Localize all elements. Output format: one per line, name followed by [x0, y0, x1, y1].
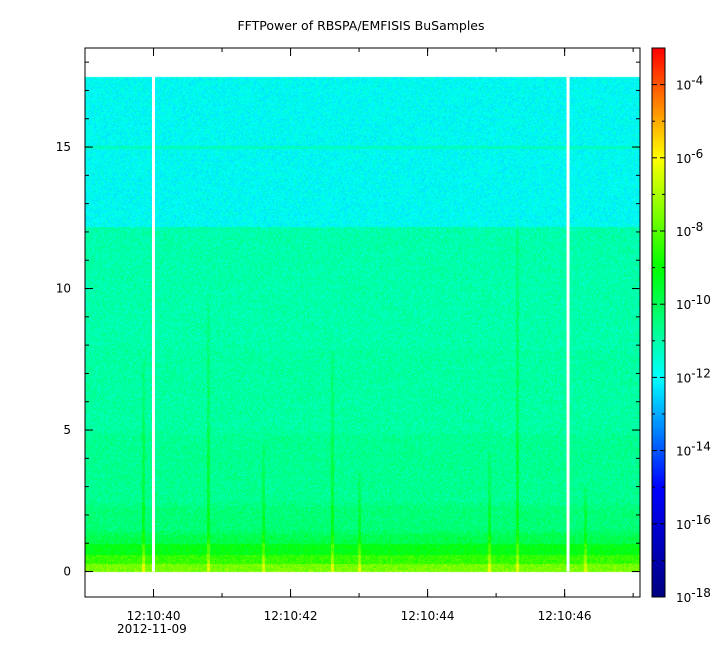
colorbar-tick-label: 10-6 [676, 147, 703, 166]
colorbar-tick-exponent: -16 [691, 513, 711, 527]
colorbar-tick-base: 10 [676, 445, 691, 459]
colorbar-tick-base: 10 [676, 591, 691, 605]
colorbar-tick-label: 10-18 [676, 586, 711, 605]
y-tick-label: 10 [56, 282, 71, 296]
colorbar-tick-exponent: -18 [691, 586, 711, 600]
colorbar-tick-exponent: -8 [691, 220, 703, 234]
colorbar-tick-label: 10-8 [676, 220, 703, 239]
colorbar-tick-base: 10 [676, 225, 691, 239]
plot-area [84, 47, 641, 598]
colorbar-tick-exponent: -14 [691, 440, 711, 454]
colorbar-tick-exponent: -10 [691, 293, 711, 307]
colorbar-tick-exponent: -4 [691, 74, 703, 88]
data-gaps [152, 76, 570, 572]
x-axis-date-label: 2012-11-09 [117, 622, 187, 636]
colorbar-tick-exponent: -6 [691, 147, 703, 161]
colorbar-tick-label: 10-16 [676, 513, 711, 532]
x-tick-label: 12:10:46 [538, 609, 592, 623]
y-tick-label: 15 [56, 140, 71, 154]
y-tick-label: 5 [63, 423, 71, 437]
colorbar-tick-base: 10 [676, 518, 691, 532]
data-gap-1 [152, 76, 156, 572]
colorbar-tick-base: 10 [676, 371, 691, 385]
colorbar-tick-label: 10-14 [676, 440, 711, 459]
y-axis: 0 5 10 15 [56, 61, 640, 579]
colorbar-tick-base: 10 [676, 79, 691, 93]
chart-title: FFTPower of RBSPA/EMFISIS BuSamples [237, 18, 484, 33]
colorbar-tick-label: 10-10 [676, 293, 711, 312]
x-axis: 12:10:40 12:10:42 12:10:44 12:10:46 [84, 48, 634, 623]
x-tick-label: 12:10:44 [401, 609, 455, 623]
colorbar-gradient [652, 48, 665, 597]
colorbar-tick-base: 10 [676, 298, 691, 312]
x-tick-label: 12:10:40 [127, 609, 181, 623]
colorbar-tick-exponent: -12 [691, 366, 711, 380]
colorbar-tick-label: 10-4 [676, 74, 703, 93]
y-tick-label: 0 [63, 565, 71, 579]
data-gap-2 [566, 76, 570, 572]
x-tick-label: 12:10:42 [264, 609, 318, 623]
colorbar-tick-label: 10-12 [676, 366, 711, 385]
colorbar-frame [651, 47, 666, 598]
plot-frame [84, 47, 641, 598]
colorbar-tick-base: 10 [676, 152, 691, 166]
